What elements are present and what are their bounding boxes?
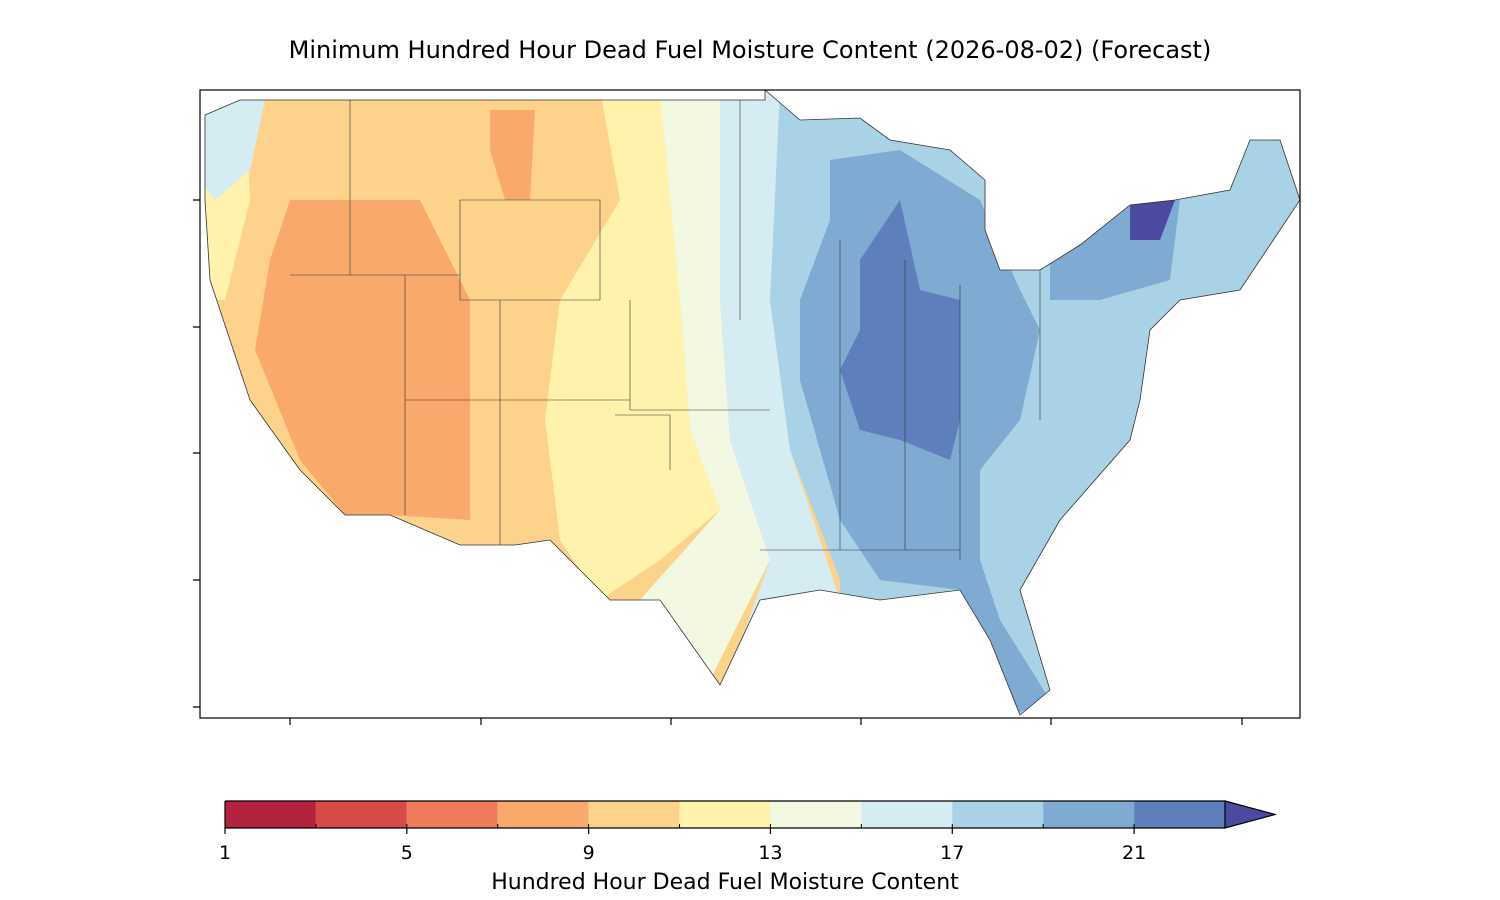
colorbar-bin bbox=[952, 801, 1044, 828]
colorbar-bin bbox=[588, 801, 680, 828]
colorbar-bin bbox=[315, 801, 407, 828]
colorbar-bin bbox=[679, 801, 771, 828]
map-fill bbox=[205, 90, 1300, 715]
chart-title: Minimum Hundred Hour Dead Fuel Moisture … bbox=[289, 36, 1212, 64]
colorbar-tick-label: 1 bbox=[219, 842, 231, 864]
colorbar-bin bbox=[1043, 801, 1135, 828]
state-borders bbox=[290, 100, 1041, 560]
coastline bbox=[204, 89, 1301, 716]
colorbar-bin bbox=[497, 801, 589, 828]
colorbar-bin bbox=[861, 801, 953, 828]
colorbar-bin bbox=[770, 801, 862, 828]
colorbar-bin bbox=[225, 801, 316, 828]
colorbar-tick-label: 21 bbox=[1122, 842, 1146, 864]
colorbar-label: Hundred Hour Dead Fuel Moisture Content bbox=[491, 870, 959, 895]
colorbar-outline bbox=[224, 800, 1225, 829]
axis-ticks bbox=[193, 199, 1243, 725]
colorbar-tick-label: 5 bbox=[401, 842, 413, 864]
map-frame bbox=[199, 89, 1301, 719]
colorbar-tick-label: 13 bbox=[758, 842, 782, 864]
colorbar-bin bbox=[406, 801, 498, 828]
colorbar: 1 5 9 13 17 21 bbox=[219, 800, 1278, 864]
colorbar-tick-label: 9 bbox=[583, 842, 595, 864]
colorbar-extend bbox=[1224, 800, 1278, 829]
colorbar-tick-label: 17 bbox=[940, 842, 964, 864]
colorbar-bin bbox=[1134, 801, 1225, 828]
